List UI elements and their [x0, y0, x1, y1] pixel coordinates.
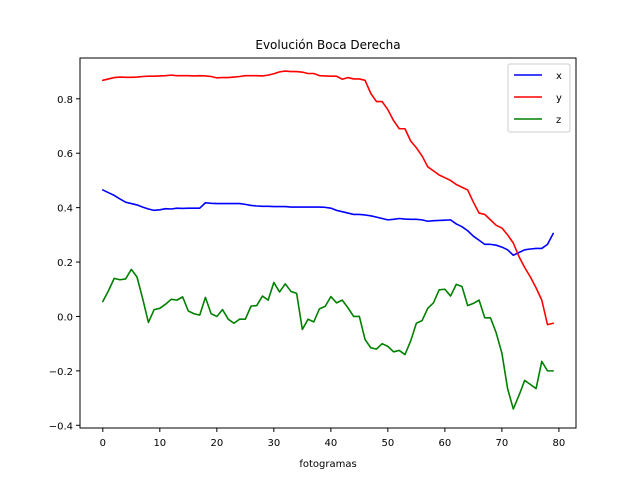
legend-label-x: x: [556, 71, 562, 82]
chart-title: Evolución Boca Derecha: [255, 38, 400, 52]
legend-label-y: y: [556, 93, 562, 104]
y-tick-label: 0.4: [57, 204, 73, 215]
legend-label-z: z: [556, 115, 561, 126]
series-line-x: [102, 189, 555, 257]
y-tick-label: −0.4: [49, 421, 73, 432]
x-tick-label: 20: [210, 438, 223, 449]
x-axis-label: fotogramas: [299, 459, 356, 470]
x-tick-label: 70: [496, 438, 509, 449]
y-axis: −0.4 −0.2 0.0 0.2 0.4 0.6 0.8: [49, 95, 80, 432]
y-tick-label: 0.0: [57, 312, 73, 323]
x-tick-label: 10: [153, 438, 166, 449]
series-line-y: [102, 70, 555, 326]
legend: xyz: [507, 63, 571, 133]
x-tick-label: 50: [381, 438, 394, 449]
plot-area: [80, 58, 576, 428]
y-tick-label: −0.2: [49, 367, 73, 378]
series-line-z: [102, 268, 555, 410]
x-tick-label: 60: [439, 438, 452, 449]
plot-frame: [79, 57, 577, 429]
x-tick-label: 0: [100, 438, 106, 449]
x-tick-label: 30: [267, 438, 280, 449]
series-layer: [102, 70, 555, 410]
y-tick-label: 0.8: [57, 95, 73, 106]
y-tick-label: 0.2: [57, 258, 73, 269]
x-tick-label: 40: [324, 438, 337, 449]
legend-box: [507, 63, 571, 133]
x-axis: 0 10 20 30 40 50 60 70 80: [100, 428, 566, 449]
x-tick-label: 80: [553, 438, 566, 449]
y-tick-label: 0.6: [57, 149, 73, 160]
